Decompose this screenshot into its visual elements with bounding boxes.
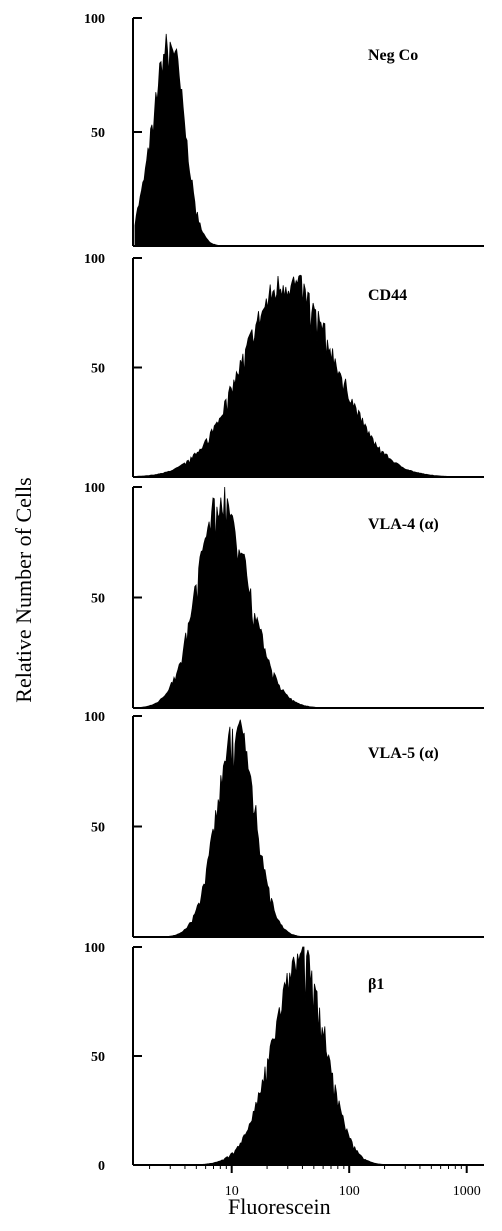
histogram-5 — [135, 946, 464, 1166]
y-tick-label: 50 — [91, 821, 105, 836]
x-tick-label: 1000 — [453, 1184, 481, 1199]
y-tick-label: 50 — [91, 126, 105, 141]
panel-label: VLA-5 (α) — [368, 745, 439, 762]
histogram-3 — [134, 486, 464, 709]
y-axis-label-text: Relative Number of Cells — [11, 477, 36, 703]
histogram-2 — [134, 274, 465, 478]
x-axis-label: Fluorescein — [228, 1194, 331, 1219]
y-tick-label: 100 — [84, 710, 105, 725]
y-axis-label: Relative Number of Cells — [4, 360, 44, 820]
x-tick-label: 10 — [225, 1184, 239, 1199]
y-tick-label: 100 — [84, 252, 105, 267]
panel-label: CD44 — [368, 287, 407, 304]
y-tick-label: 100 — [84, 941, 105, 956]
y-tick-label: 0 — [98, 1159, 105, 1174]
histogram-4 — [135, 719, 464, 938]
histogram-1 — [134, 33, 464, 247]
y-tick-label: 50 — [91, 592, 105, 607]
panel-label: β1 — [368, 976, 384, 993]
y-tick-label: 50 — [91, 1050, 105, 1065]
x-tick-label: 100 — [339, 1184, 360, 1199]
y-tick-label: 100 — [84, 12, 105, 27]
panel-label: VLA-4 (α) — [368, 516, 439, 533]
y-tick-label: 50 — [91, 362, 105, 377]
panel-label: Neg Co — [368, 47, 418, 64]
y-tick-label: 100 — [84, 481, 105, 496]
